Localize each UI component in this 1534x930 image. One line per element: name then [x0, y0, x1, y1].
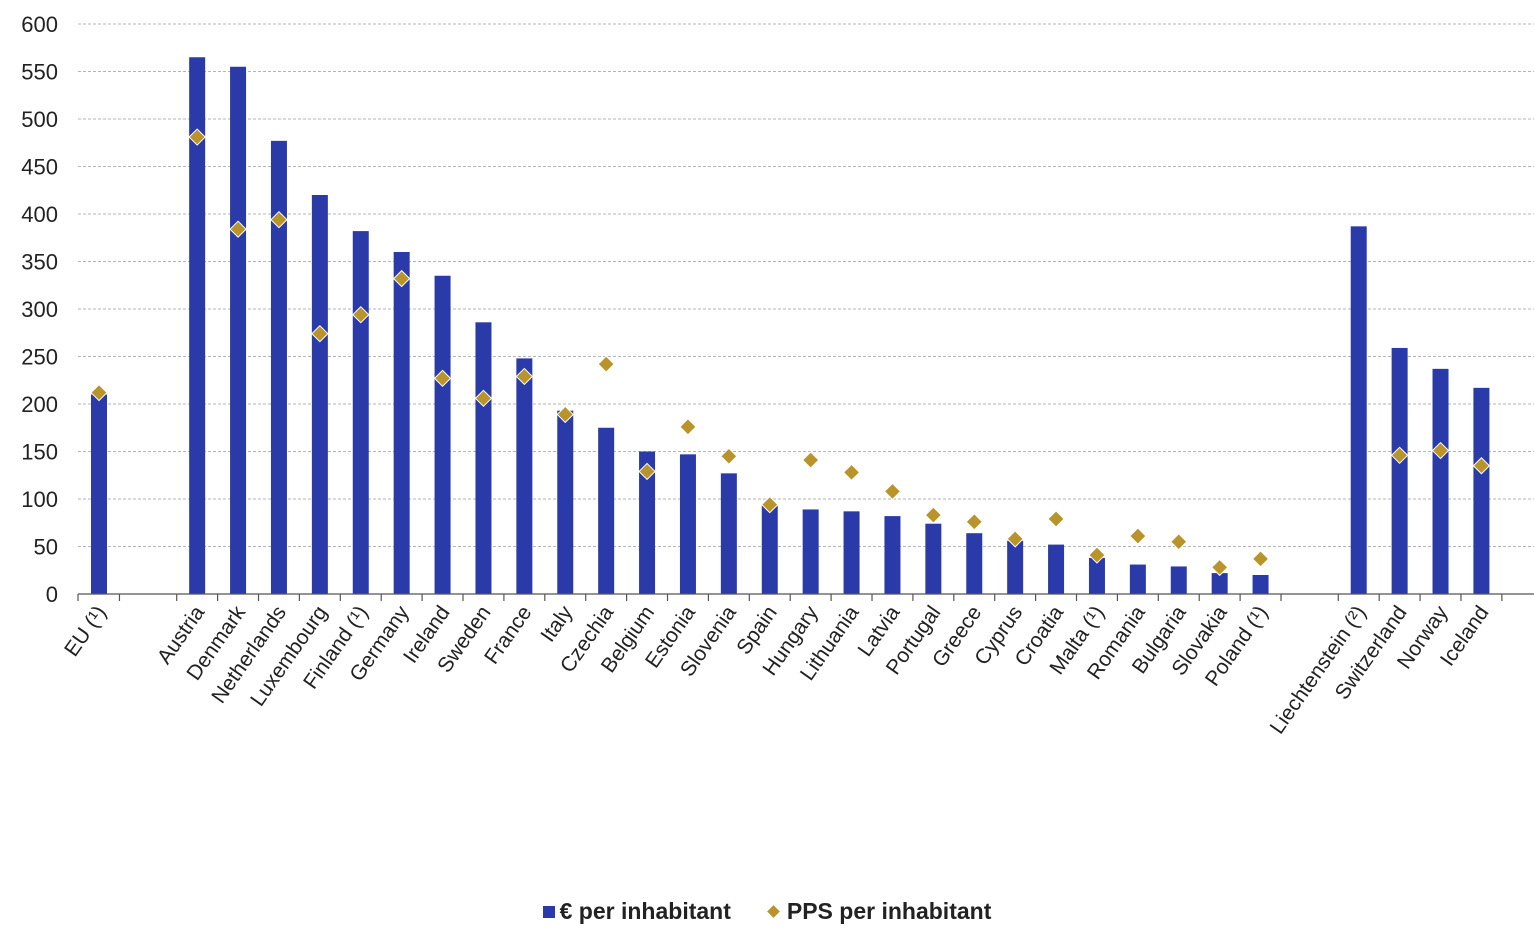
bar [1088, 557, 1105, 594]
bar [189, 57, 206, 594]
y-tick-label: 500 [21, 107, 58, 132]
bar [434, 275, 451, 594]
y-tick-label: 300 [21, 297, 58, 322]
bar [1129, 564, 1146, 594]
y-axis-ticks: 0 50 100 150 200 250 300 350 400 450 500 550 600 [21, 12, 58, 607]
category-label: EU (¹) [60, 602, 111, 661]
pps-marker [883, 482, 902, 501]
pps-marker [556, 405, 574, 424]
bar [1252, 575, 1269, 594]
y-tick-label: 600 [21, 12, 58, 37]
bar [843, 511, 860, 594]
bar [352, 231, 369, 594]
pps-marker [352, 305, 370, 324]
y-tick-label: 150 [21, 440, 58, 465]
pps-marker [679, 418, 697, 436]
y-tick-label: 350 [21, 250, 58, 275]
legend-label-marker: PPS per inhabitant [786, 898, 992, 924]
y-tick-label: 0 [46, 582, 58, 607]
gridlines [78, 23, 1534, 547]
legend-item-marker: PPS per inhabitant [767, 898, 992, 925]
bar [270, 140, 287, 594]
bar [230, 66, 247, 594]
bar [720, 473, 737, 594]
pps-marker [229, 220, 247, 238]
pps-marker [1210, 558, 1229, 577]
bar [1007, 540, 1024, 594]
pps-marker [924, 506, 943, 524]
bar [91, 394, 107, 594]
pps-marker [842, 463, 861, 482]
pps-marker [188, 128, 206, 146]
legend-item-bar: € per inhabitant [542, 898, 731, 925]
pps-marker [638, 462, 656, 481]
bar [1432, 368, 1449, 594]
bar [1211, 573, 1228, 594]
pps-marker [720, 447, 738, 465]
bar [393, 252, 410, 594]
bar [1350, 226, 1367, 594]
pps-marker [90, 383, 108, 402]
x-axis [77, 593, 1534, 601]
bar [925, 523, 942, 594]
bar [557, 410, 574, 594]
pps-marker [474, 389, 493, 408]
pps-marker [1390, 446, 1409, 465]
markers [90, 128, 1491, 577]
pps-marker [515, 367, 534, 386]
pps-marker [270, 210, 288, 229]
category-label: Italy [536, 601, 577, 646]
pps-marker [1170, 533, 1188, 551]
pps-marker [392, 269, 411, 288]
pps-marker [433, 369, 452, 388]
y-tick-label: 50 [34, 535, 58, 560]
y-tick-label: 200 [21, 392, 58, 417]
bars [91, 57, 1490, 594]
y-tick-label: 100 [21, 487, 58, 512]
pps-marker [1472, 457, 1491, 475]
chart: 0 50 100 150 200 250 300 350 400 450 500 550 600 EU … [21, 12, 1534, 738]
bar [802, 509, 819, 594]
pps-marker [1251, 550, 1270, 568]
bar [884, 516, 901, 594]
pps-marker [1431, 441, 1450, 460]
bar [1048, 544, 1065, 594]
pps-marker [1129, 527, 1147, 545]
legend-diamond-swatch [767, 905, 780, 918]
y-tick-label: 550 [21, 60, 58, 85]
y-tick-label: 450 [21, 155, 58, 180]
bar [966, 533, 983, 594]
pps-marker [801, 451, 820, 469]
pps-marker [1047, 510, 1065, 528]
pps-marker [597, 355, 615, 373]
y-tick-label: 250 [21, 345, 58, 370]
legend-bar-swatch [542, 905, 555, 918]
pps-marker [311, 324, 329, 343]
bar [1473, 387, 1490, 594]
bar [598, 427, 615, 594]
bar [639, 451, 656, 594]
bar [1391, 347, 1408, 594]
bar [516, 358, 533, 594]
legend: € per inhabitant PPS per inhabitant [0, 898, 1534, 925]
pps-marker [965, 513, 983, 531]
bar [1170, 566, 1187, 594]
pps-marker [761, 495, 779, 514]
y-tick-label: 400 [21, 202, 58, 227]
pps-marker [1088, 546, 1106, 564]
bar [761, 505, 778, 594]
legend-label-bar: € per inhabitant [559, 898, 731, 924]
bar [311, 195, 328, 594]
bar [679, 454, 696, 594]
bar [475, 322, 492, 594]
x-axis-labels: EU (¹) AustriaDenmarkNetherlandsLuxembour… [60, 601, 1493, 738]
pps-marker [1006, 530, 1024, 548]
